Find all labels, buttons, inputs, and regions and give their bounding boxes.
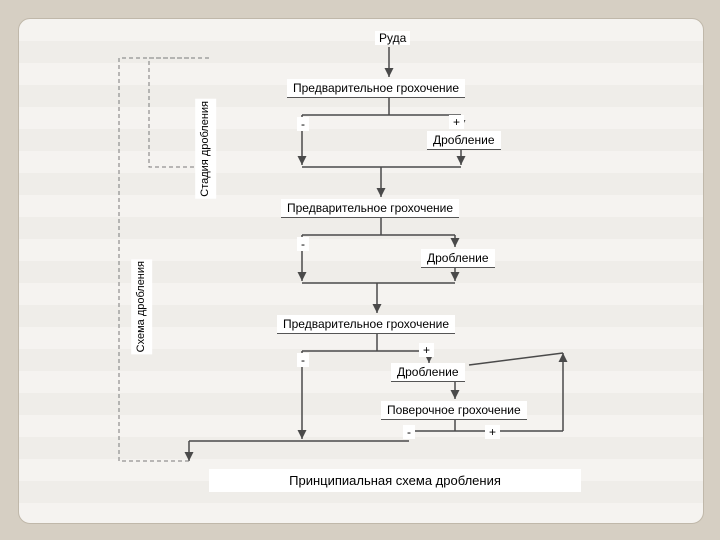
stage3-check: Поверочное грохочение	[381, 401, 527, 420]
diagram-card: Руда Предварительное грохочение - + Дроб…	[18, 18, 704, 524]
stage2-screen: Предварительное грохочение	[281, 199, 459, 218]
stage1-crush: Дробление	[427, 131, 501, 150]
input-label: Руда	[375, 31, 410, 45]
page: Руда Предварительное грохочение - + Дроб…	[0, 0, 720, 540]
stage1-screen: Предварительное грохочение	[287, 79, 465, 98]
stage3-check-minus: -	[403, 425, 415, 439]
stage3-minus: -	[297, 353, 309, 367]
stage3-plus: +	[419, 343, 434, 357]
side-label-stage: Стадия дробления	[195, 99, 216, 199]
stage2-minus: -	[297, 237, 309, 251]
stage3-crush: Дробление	[391, 363, 465, 382]
stage1-plus: +	[449, 115, 464, 129]
side-label-scheme: Схема дробления	[131, 259, 152, 354]
footer-title: Принципиальная схема дробления	[209, 469, 581, 492]
stage1-minus: -	[297, 117, 309, 131]
stage3-screen: Предварительное грохочение	[277, 315, 455, 334]
stage2-crush: Дробление	[421, 249, 495, 268]
stage3-check-plus: +	[485, 425, 500, 439]
